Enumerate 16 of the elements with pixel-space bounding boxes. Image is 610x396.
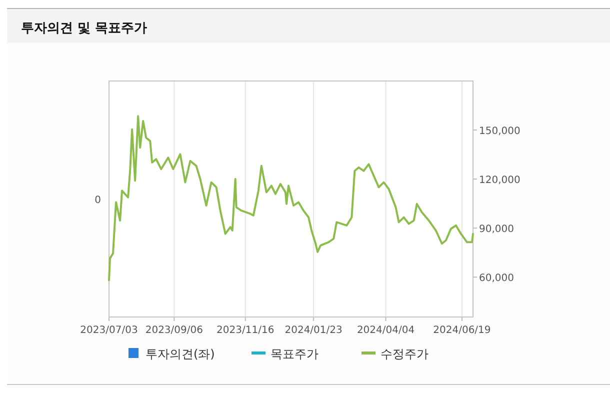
y-tick-label: 150,000 [479, 126, 520, 138]
x-tick-label: 2024/04/04 [356, 325, 415, 336]
x-tick-label: 2023/11/16 [216, 325, 274, 336]
text: 0 [94, 195, 101, 206]
line-series [108, 115, 474, 282]
y-tick-label: 120,000 [479, 175, 520, 186]
legend-label: 투자의견(좌) [146, 347, 215, 361]
chart-title: 투자의견 및 목표주가 [21, 21, 148, 36]
legend-label: 목표주가 [270, 347, 318, 361]
x-tick-label: 2023/09/06 [145, 325, 203, 336]
x-tick-label: 2023/07/03 [80, 325, 138, 336]
x-tick-label: 2024/01/23 [284, 325, 342, 336]
legend-label: 수정주가 [380, 347, 428, 361]
x-tick-label: 2024/06/19 [433, 325, 491, 336]
y-tick-label: 60,000 [479, 273, 514, 284]
y-tick-label: 90,000 [479, 224, 514, 236]
